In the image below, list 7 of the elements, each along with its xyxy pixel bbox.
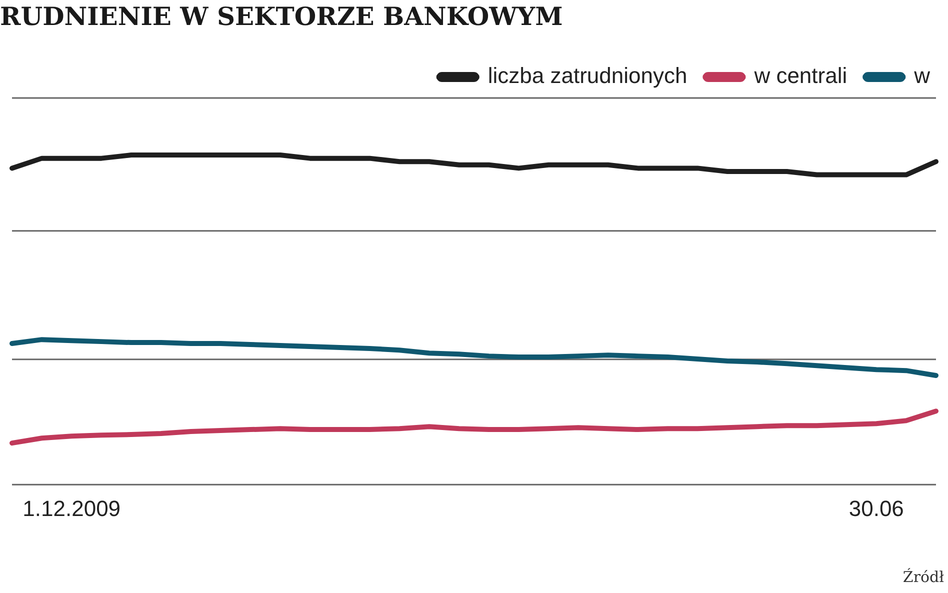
legend-label: liczba zatrudnionych bbox=[488, 63, 688, 88]
text: Źródł bbox=[902, 568, 944, 586]
legend-label: w bbox=[913, 63, 930, 88]
x-tick-label: 30.06 bbox=[848, 496, 904, 521]
x-tick-label: 1.12.2009 bbox=[22, 496, 121, 521]
chart-title: RUDNIENIE W SEKTORZE BANKOWYM bbox=[0, 2, 563, 31]
legend-label: w centrali bbox=[753, 63, 848, 88]
